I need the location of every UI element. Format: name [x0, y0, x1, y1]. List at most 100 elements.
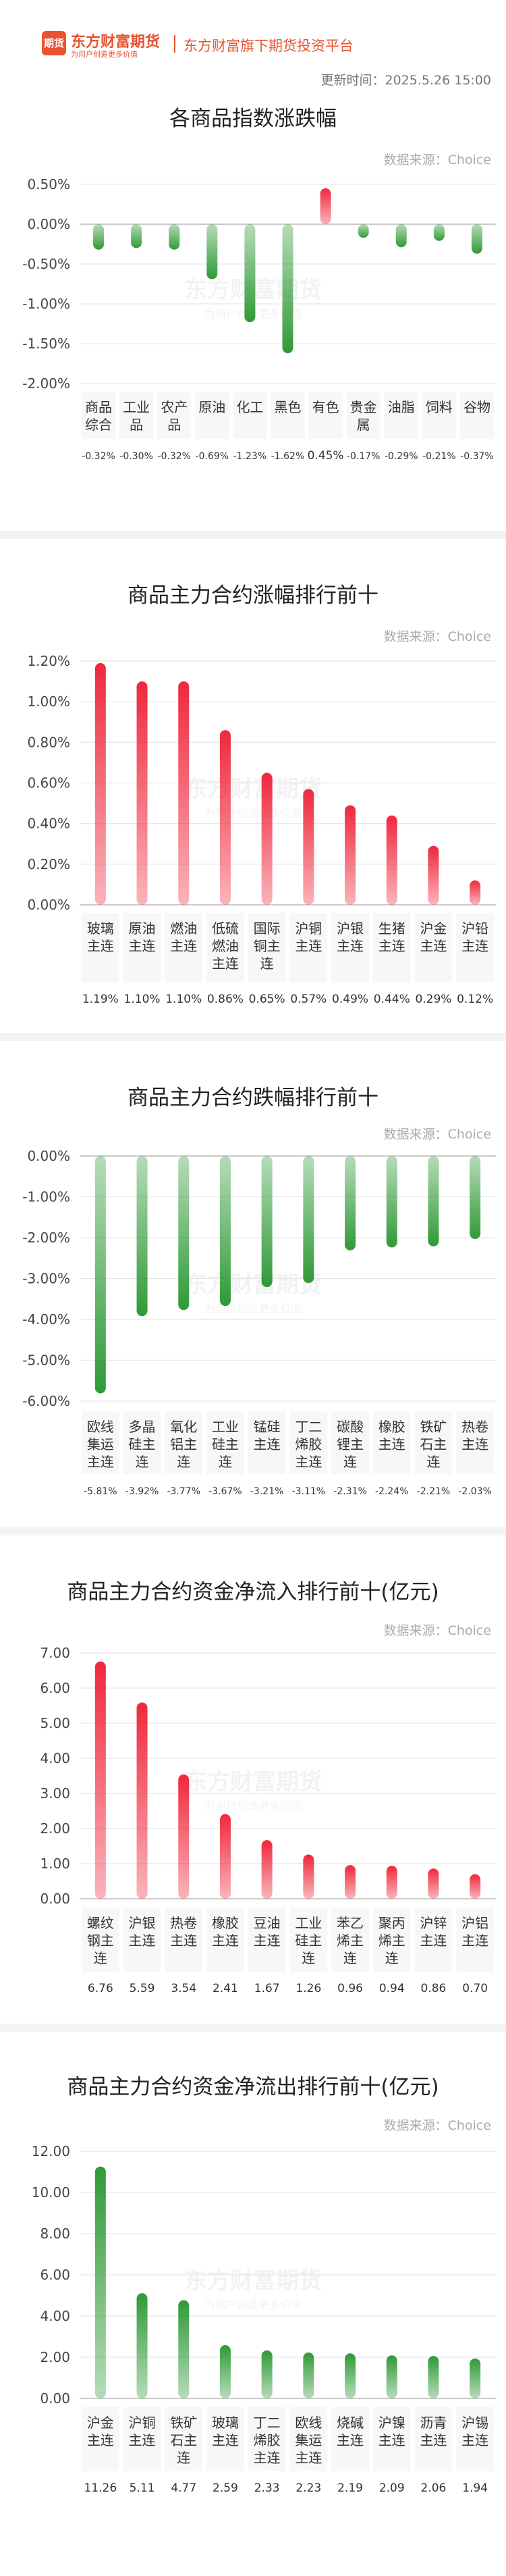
- category-label: 沪金主连: [420, 920, 447, 954]
- section-separator: [0, 531, 506, 539]
- y-tick-label: 6.00: [40, 1680, 70, 1696]
- y-tick-label: 2.00: [40, 1820, 70, 1837]
- y-tick-label: 0.00: [40, 2390, 70, 2407]
- category-cell: [123, 913, 161, 982]
- chart-bar: [428, 1868, 439, 1899]
- category-label: 国际铜主连: [254, 920, 281, 972]
- category-cell: [195, 392, 229, 439]
- category-label: 热卷主连: [170, 1915, 197, 1949]
- value-label: -2.31%: [333, 1486, 367, 1497]
- category-cell: [157, 392, 192, 439]
- category-label: 饲料: [426, 399, 453, 415]
- category-cell: [331, 1908, 369, 1972]
- y-tick-label: 12.00: [32, 2143, 70, 2159]
- value-label: -1.62%: [271, 451, 305, 462]
- value-label: -3.67%: [208, 1486, 242, 1497]
- category-label: 碳酸锂主连: [337, 1419, 364, 1470]
- category-label: 氧化铝主连: [170, 1419, 197, 1470]
- data-source: 数据来源：Choice: [383, 153, 491, 167]
- chart-bar: [428, 1156, 439, 1246]
- category-cell: [346, 392, 381, 439]
- category-label: 原油主连: [129, 920, 156, 954]
- category-label: 有色: [312, 399, 339, 415]
- chart-bar: [178, 681, 190, 905]
- category-label: 丁二烯胶主连: [295, 1419, 322, 1470]
- category-label: 贵金属: [350, 399, 377, 433]
- category-label: 农产品: [161, 399, 188, 433]
- data-source: 数据来源：Choice: [383, 1623, 491, 1638]
- value-label: -3.21%: [250, 1486, 284, 1497]
- category-cell: [206, 1411, 244, 1474]
- value-label: 0.44%: [374, 993, 410, 1006]
- value-label: 4.77: [171, 2481, 196, 2495]
- category-cell: [165, 2407, 203, 2471]
- category-cell: [289, 1908, 328, 1972]
- category-cell: [414, 1411, 453, 1474]
- platform-title: 东方财富旗下期货投资平台: [184, 38, 354, 54]
- section-title: 商品主力合约跌幅排行前十: [128, 1086, 378, 1110]
- y-tick-label: 4.00: [40, 2308, 70, 2324]
- value-label: 3.54: [171, 1982, 196, 1995]
- category-label: 沪镍主连: [378, 2415, 405, 2448]
- value-label: 2.33: [254, 2481, 280, 2495]
- value-label: 0.57%: [290, 993, 327, 1006]
- chart-bar: [433, 224, 445, 241]
- category-cell: [456, 2407, 494, 2471]
- category-cell: [372, 1411, 411, 1474]
- y-tick-label: 0.60%: [27, 775, 70, 791]
- value-label: 2.59: [213, 2481, 238, 2495]
- category-cell: [422, 392, 456, 439]
- value-label: 5.11: [130, 2481, 155, 2495]
- category-cell: [331, 913, 369, 982]
- chart-bar: [94, 1661, 106, 1899]
- chart-bar: [282, 224, 293, 354]
- value-label: 2.41: [213, 1982, 238, 1995]
- chart-bar: [428, 845, 439, 905]
- y-tick-label: 0.00: [40, 1891, 70, 1907]
- category-label: 铁矿石主连: [170, 2415, 197, 2466]
- chart-bar: [470, 1874, 481, 1899]
- watermark: 东方财富期货: [184, 1768, 322, 1795]
- category-label: 谷物: [463, 399, 490, 415]
- category-label: 丁二烯胶主连: [254, 2415, 281, 2466]
- category-label: 沪铅主连: [461, 920, 488, 954]
- logo-icon: 期货: [42, 31, 66, 55]
- chart-bar: [131, 224, 142, 248]
- category-label: 锰硅主连: [254, 1419, 281, 1452]
- chart-bar: [136, 681, 148, 905]
- category-label: 豆油主连: [254, 1915, 281, 1949]
- value-label: 0.49%: [332, 993, 368, 1006]
- y-tick-label: -2.00%: [22, 1230, 70, 1246]
- chart-bar: [471, 224, 482, 254]
- value-label: -3.92%: [125, 1486, 159, 1497]
- chart-bar: [470, 2358, 481, 2398]
- value-label: 2.06: [421, 2481, 447, 2495]
- category-cell: [414, 913, 453, 982]
- chart-bar: [303, 789, 314, 905]
- value-label: 1.26: [296, 1982, 321, 1995]
- value-label: 6.76: [88, 1982, 113, 1995]
- category-cell: [414, 1908, 453, 1972]
- category-cell: [372, 913, 411, 982]
- chart-bar: [395, 224, 407, 248]
- chart-bar: [345, 2353, 356, 2398]
- category-label: 原油: [198, 399, 225, 415]
- chart-bar: [261, 1156, 273, 1288]
- logo-slogan: 为用户创造更多价值: [71, 50, 138, 59]
- category-cell: [206, 1908, 244, 1972]
- category-cell: [248, 1908, 286, 1972]
- value-label: -3.77%: [167, 1486, 200, 1497]
- y-tick-label: -4.00%: [22, 1311, 70, 1328]
- watermark-sub: 为用户创造更多价值: [204, 1303, 302, 1315]
- category-cell: [123, 2407, 161, 2471]
- y-tick-label: 1.00%: [27, 693, 70, 710]
- section-title: 各商品指数涨跌幅: [169, 107, 337, 131]
- category-label: 橡胶主连: [378, 1419, 405, 1452]
- category-cell: [384, 392, 418, 439]
- value-label: 0.12%: [457, 993, 493, 1006]
- chart-bar: [178, 2300, 190, 2398]
- chart-bar: [261, 1840, 273, 1899]
- chart-bar: [94, 1156, 106, 1394]
- chart-bar: [303, 1156, 314, 1284]
- category-label: 欧线集运主连: [87, 1419, 114, 1470]
